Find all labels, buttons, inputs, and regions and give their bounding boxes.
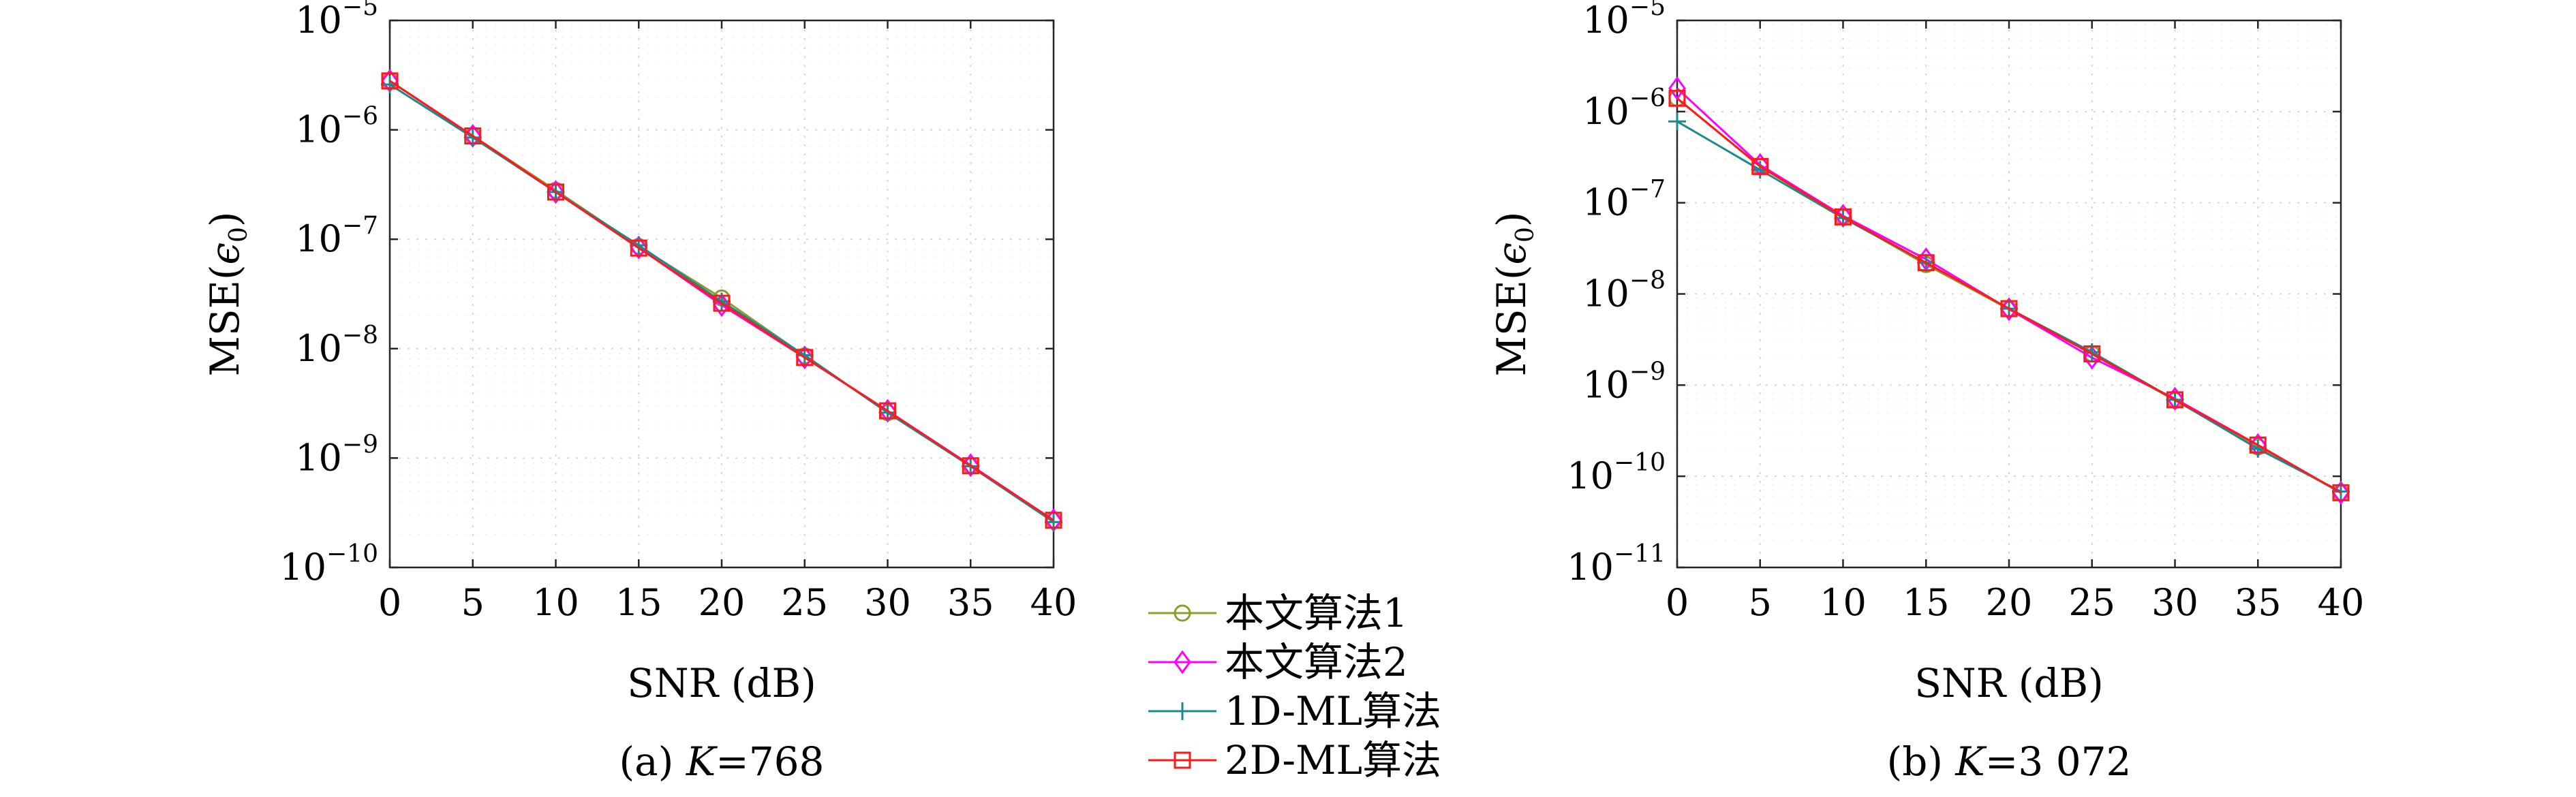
data-point [630,239,647,257]
series-line [1676,97,2342,494]
x-tick-label: 30 [864,581,911,624]
y-tick-label: 10−5 [295,0,378,42]
data-point [464,127,482,145]
data-point [2083,345,2101,363]
data-point [1917,254,1935,272]
x-tick-label: 5 [1749,581,1772,624]
data-point [713,294,731,312]
legend-entry: 1D-ML算法 [1148,688,1441,734]
legend-label: 本文算法2 [1225,639,1408,685]
plot-area [1677,20,2341,567]
legend-entry: 本文算法1 [1148,590,1408,636]
legend-marker [1174,751,1191,769]
data-point [1835,208,1852,225]
y-tick-label: 10−10 [1567,449,1666,497]
data-point [1751,157,1769,175]
x-tick-label: 25 [2068,581,2115,624]
data-point [1668,112,1686,131]
x-tick-label: 25 [781,581,828,624]
legend-entry: 2D-ML算法 [1148,737,1441,783]
data-point [381,72,399,90]
x-tick-label: 35 [947,581,994,624]
chart-caption: (a) K=768 [619,738,825,785]
x-tick-label: 40 [1030,581,1077,624]
data-point [2249,436,2267,454]
x-tick-label: 30 [2151,581,2198,624]
x-axis-title: SNR (dB) [1914,660,2104,706]
y-tick-label: 10−9 [1582,358,1666,406]
x-tick-label: 15 [615,581,662,624]
x-tick-label: 10 [532,581,579,624]
legend-marker [1174,650,1191,674]
legend-marker [1174,702,1191,720]
series-line [389,80,1054,521]
x-tick-label: 0 [378,581,401,624]
data-point [1045,512,1062,529]
y-tick-label: 10−8 [295,322,378,370]
data-point [2332,484,2350,501]
y-tick-label: 10−9 [295,431,378,479]
chart-panel-1: 0 5 10 15 20 25 30 35 40 10−11 10−10 10−9 10−8 10−7 10… [1488,0,2364,785]
data-point [2166,391,2183,409]
x-tick-label: 15 [1903,581,1950,624]
y-axis-title: MSE(ϵ0) [1488,211,1539,376]
y-tick-label: 10−5 [1582,0,1666,42]
data-point [1668,89,1686,107]
data-point [2166,386,2184,411]
legend-box [1141,582,1482,787]
legend-label: 2D-ML算法 [1225,737,1441,783]
legend-label: 本文算法1 [1225,590,1408,636]
y-tick-label: 10−6 [295,103,378,151]
y-tick-label: 10−10 [279,540,378,589]
y-tick-label: 10−11 [1567,540,1666,589]
x-tick-label: 20 [1986,581,2033,624]
x-tick-label: 40 [2318,581,2365,624]
x-axis-title: SNR (dB) [627,660,816,706]
y-tick-label: 10−8 [1582,267,1666,315]
y-tick-label: 10−6 [1582,84,1666,133]
x-tick-label: 20 [699,581,746,624]
chart-panel-0: 0 5 10 15 20 25 30 35 40 10−10 10−9 10−8 10−7 10−6 10−… [202,0,1077,785]
y-tick-label: 10−7 [1582,176,1666,224]
x-tick-label: 0 [1666,581,1689,624]
legend-marker [1174,604,1191,622]
series-3 [381,72,1062,529]
data-point [962,457,979,475]
y-axis-title: MSE(ϵ0) [202,211,253,376]
data-point [2000,300,2018,317]
series-3 [1668,89,2350,501]
x-tick-label: 5 [461,581,485,624]
y-tick-label: 10−7 [295,212,378,260]
x-tick-label: 10 [1820,581,1867,624]
legend-label: 1D-ML算法 [1225,688,1441,734]
data-point [796,349,814,366]
legend-entry: 本文算法2 [1148,639,1408,685]
data-point [547,183,564,201]
x-tick-label: 35 [2235,581,2282,624]
data-point [879,402,896,420]
chart-caption: (b) K=3 072 [1887,738,2132,785]
